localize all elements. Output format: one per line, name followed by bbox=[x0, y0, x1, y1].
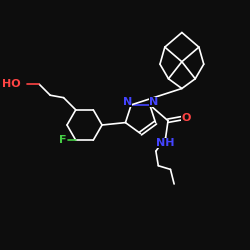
Text: N: N bbox=[149, 97, 158, 107]
Text: HO: HO bbox=[2, 79, 21, 89]
Text: F: F bbox=[59, 135, 67, 145]
Text: O: O bbox=[181, 113, 190, 123]
Text: NH: NH bbox=[156, 138, 175, 147]
Text: N: N bbox=[123, 97, 132, 107]
